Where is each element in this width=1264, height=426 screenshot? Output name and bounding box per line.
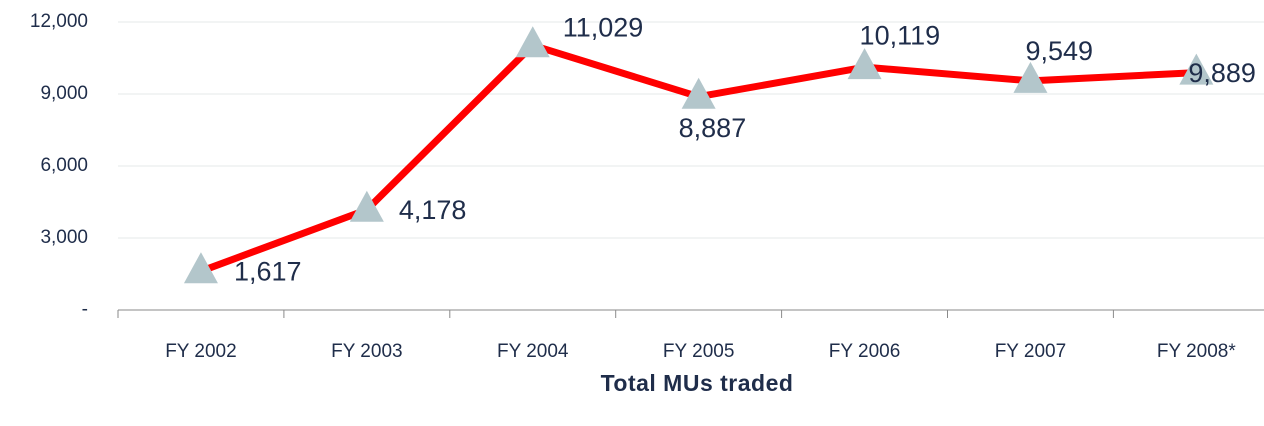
x-tick-label: FY 2008* [1157,341,1236,362]
marker [681,77,716,109]
y-tick-label: 6,000 [40,155,88,176]
data-label: 10,119 [860,20,941,50]
y-tick-label: 3,000 [40,227,88,248]
y-tick-label: - [82,299,88,320]
data-label: 4,178 [399,195,467,225]
data-label: 9,889 [1188,58,1256,88]
marker [349,190,384,222]
marker [183,252,218,284]
data-label: 8,887 [679,113,747,143]
x-tick-label: FY 2002 [165,341,236,362]
x-tick-label: FY 2007 [995,341,1066,362]
y-tick-label: 9,000 [40,83,88,104]
data-label: 11,029 [563,12,644,42]
data-label: 9,549 [1025,36,1093,66]
y-tick-label: 12,000 [30,11,88,32]
marker [515,26,550,58]
marker [1179,53,1214,85]
marker [1013,61,1048,93]
x-tick-label: FY 2006 [829,341,900,362]
x-tick-label: FY 2005 [663,341,734,362]
marker [847,48,882,80]
x-tick-label: FY 2004 [497,341,569,362]
x-axis-title: Total MUs traded [601,370,794,396]
data-label: 1,617 [234,256,302,286]
x-tick-label: FY 2003 [331,341,402,362]
